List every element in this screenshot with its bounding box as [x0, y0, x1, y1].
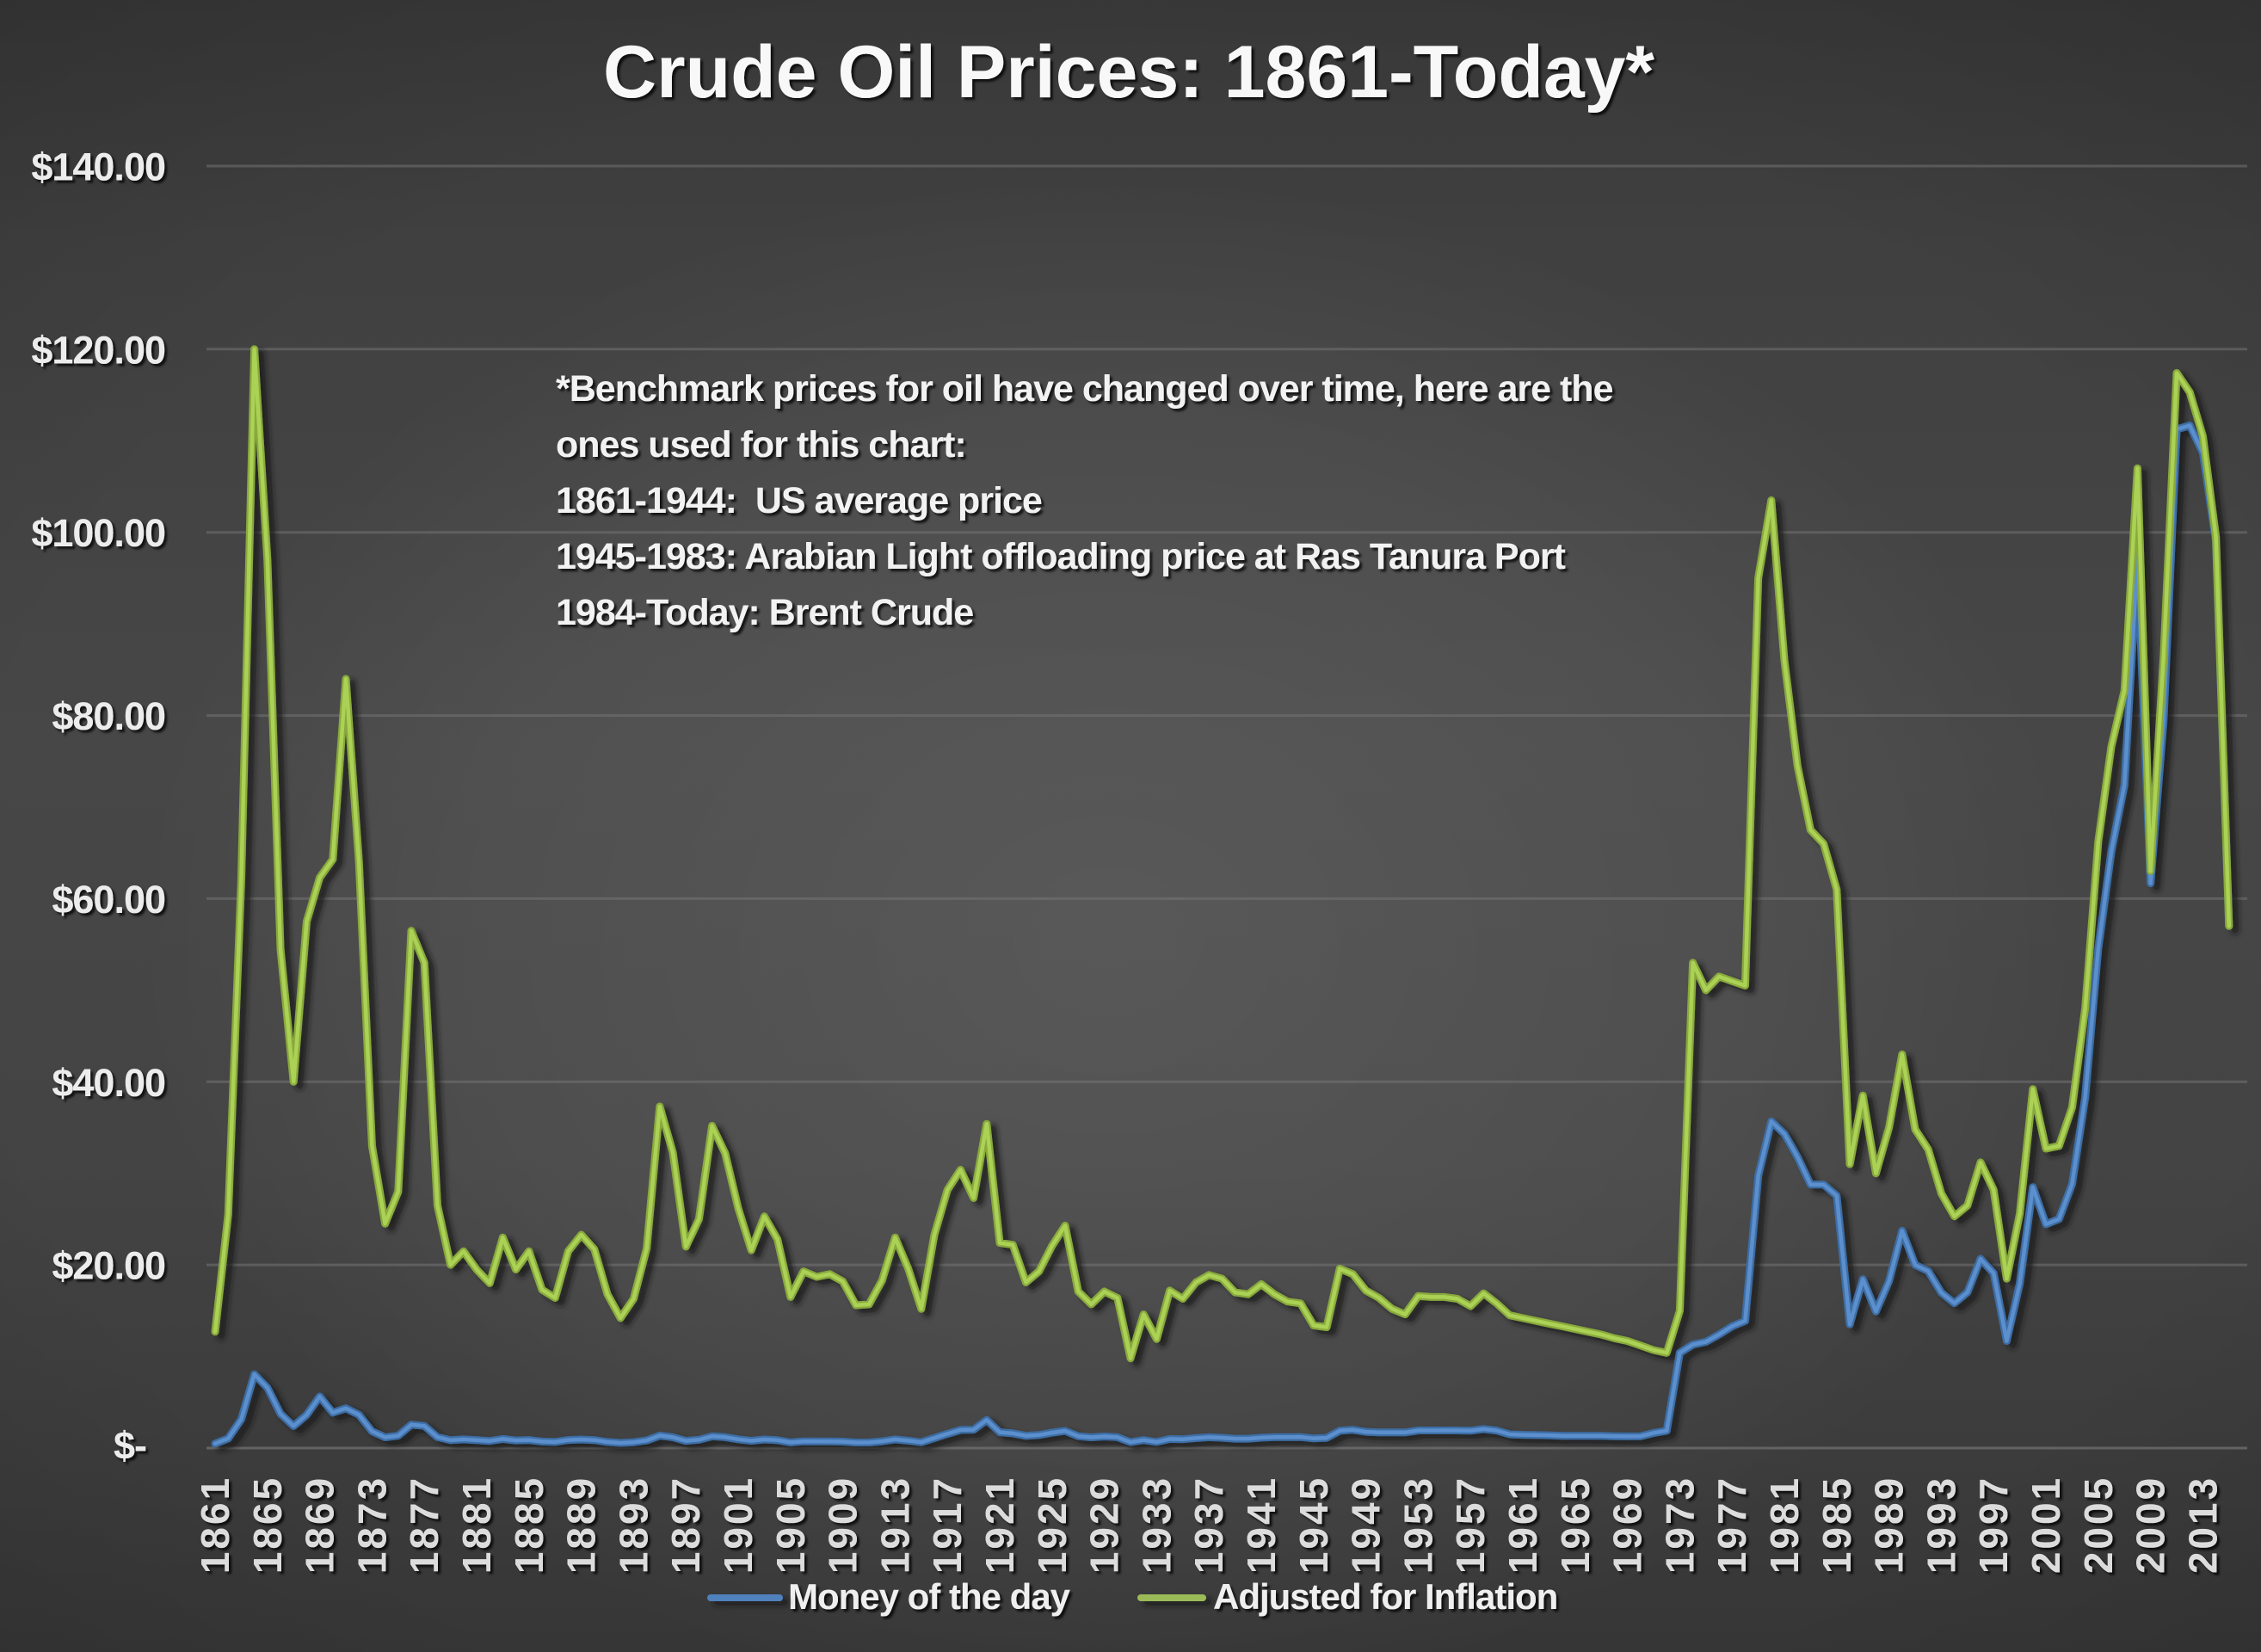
svg-text:2009: 2009: [2129, 1476, 2173, 1574]
svg-text:2013: 2013: [2180, 1476, 2225, 1574]
svg-text:1957: 1957: [1448, 1476, 1493, 1574]
svg-text:1897: 1897: [663, 1476, 708, 1574]
svg-text:1941: 1941: [1239, 1476, 1284, 1574]
svg-text:1949: 1949: [1344, 1476, 1389, 1574]
svg-text:1977: 1977: [1710, 1476, 1754, 1574]
svg-text:1869: 1869: [298, 1476, 342, 1574]
svg-text:1861-1944: US average price: 1861-1944: US average price: [556, 480, 1042, 521]
svg-text:$100.00: $100.00: [31, 511, 165, 555]
svg-text:1865: 1865: [245, 1476, 290, 1574]
svg-text:$80.00: $80.00: [52, 694, 165, 738]
svg-text:$40.00: $40.00: [52, 1061, 165, 1105]
svg-text:1873: 1873: [349, 1476, 394, 1574]
svg-text:1945-1983: Arabian Light offlo: 1945-1983: Arabian Light offloading pric…: [556, 536, 1566, 577]
svg-text:1925: 1925: [1030, 1476, 1075, 1574]
svg-text:1933: 1933: [1134, 1476, 1179, 1574]
svg-text:1989: 1989: [1867, 1476, 1912, 1574]
svg-text:1921: 1921: [977, 1476, 1022, 1574]
svg-text:$120.00: $120.00: [31, 328, 165, 372]
svg-text:Crude Oil Prices: 1861-Today*: Crude Oil Prices: 1861-Today*: [603, 31, 1655, 114]
svg-text:1917: 1917: [925, 1476, 970, 1574]
svg-text:1893: 1893: [611, 1476, 656, 1574]
svg-text:1973: 1973: [1657, 1476, 1702, 1574]
svg-text:*Benchmark prices for oil have: *Benchmark prices for oil have changed o…: [556, 368, 1613, 410]
svg-text:1969: 1969: [1605, 1476, 1650, 1574]
svg-text:$60.00: $60.00: [52, 878, 165, 922]
svg-text:1937: 1937: [1186, 1476, 1231, 1574]
svg-text:1885: 1885: [507, 1476, 551, 1574]
svg-text:$20.00: $20.00: [52, 1244, 165, 1288]
svg-text:2005: 2005: [2076, 1476, 2121, 1574]
svg-text:1861: 1861: [193, 1476, 237, 1574]
svg-text:$140.00: $140.00: [31, 145, 165, 189]
svg-text:1945: 1945: [1291, 1476, 1336, 1574]
svg-text:1909: 1909: [821, 1476, 866, 1574]
svg-text:1981: 1981: [1762, 1476, 1807, 1574]
svg-text:1984-Today: Brent Crude: 1984-Today: Brent Crude: [556, 592, 973, 633]
svg-text:1929: 1929: [1082, 1476, 1127, 1574]
svg-text:1877: 1877: [402, 1476, 447, 1574]
svg-text:1901: 1901: [716, 1476, 761, 1574]
svg-text:1985: 1985: [1814, 1476, 1859, 1574]
svg-text:1881: 1881: [454, 1476, 499, 1574]
svg-text:Adjusted for Inflation: Adjusted for Inflation: [1213, 1576, 1557, 1617]
svg-text:Money of the day: Money of the day: [788, 1576, 1071, 1617]
svg-text:2001: 2001: [2024, 1476, 2068, 1574]
svg-text:1993: 1993: [1919, 1476, 1963, 1574]
svg-text:1997: 1997: [1971, 1476, 2016, 1574]
svg-text:1889: 1889: [559, 1476, 604, 1574]
svg-text:1905: 1905: [768, 1476, 813, 1574]
svg-text:$-: $-: [114, 1424, 146, 1468]
svg-text:1965: 1965: [1553, 1476, 1598, 1574]
svg-text:ones used for this chart:: ones used for this chart:: [556, 424, 966, 465]
svg-text:1961: 1961: [1500, 1476, 1545, 1574]
svg-text:1953: 1953: [1395, 1476, 1440, 1574]
svg-text:1913: 1913: [872, 1476, 917, 1574]
